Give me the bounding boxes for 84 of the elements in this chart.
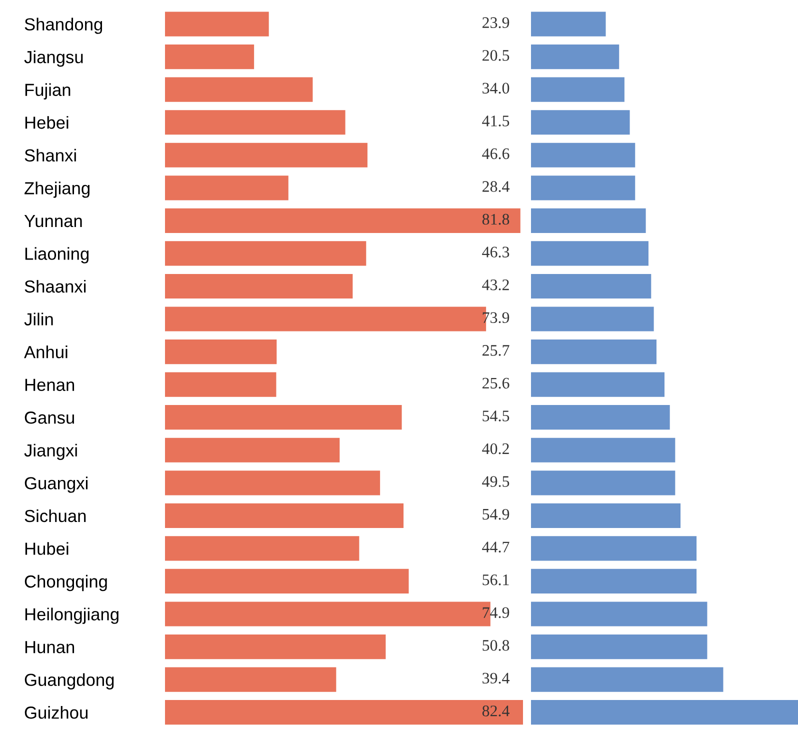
- y-tick-label: Hebei: [25, 116, 68, 129]
- y-tick-label: Fujian: [25, 83, 70, 100]
- bar: [531, 536, 697, 561]
- bar: [165, 12, 269, 36]
- data-label: 25.6: [482, 378, 510, 389]
- bar: [165, 536, 360, 561]
- y-tick-label: Shanxi: [24, 148, 76, 162]
- bar: [531, 568, 697, 594]
- data-label: 34.0: [482, 82, 510, 94]
- bar: [165, 700, 523, 725]
- bar: [165, 77, 313, 102]
- bar: [531, 12, 606, 36]
- bar: [165, 372, 276, 397]
- data-label: 20.5: [482, 50, 510, 61]
- bar: [531, 634, 708, 660]
- y-tick-label: Heilongjiang: [25, 608, 118, 624]
- data-label: 46.6: [482, 148, 510, 160]
- data-label: 54.9: [482, 508, 510, 520]
- y-tick-label: Chongqing: [24, 574, 107, 592]
- y-tick-label: Gansu: [24, 412, 74, 424]
- bar: [165, 44, 254, 70]
- data-label: 46.3: [482, 246, 510, 258]
- bar: [531, 503, 681, 528]
- bar: [531, 142, 636, 168]
- data-label: 49.5: [482, 476, 510, 487]
- bar: [165, 274, 353, 299]
- y-tick-label: Jiangxi: [24, 444, 77, 460]
- y-tick-label: Sichuan: [24, 509, 86, 522]
- data-label: 25.7: [482, 345, 510, 356]
- y-tick-label: Guangdong: [24, 673, 114, 690]
- bar: [531, 274, 652, 299]
- bar: [165, 142, 368, 168]
- data-label: 23.9: [482, 17, 510, 28]
- y-tick-label: Anhui: [24, 346, 68, 358]
- bar: [531, 700, 798, 725]
- bar: [531, 176, 636, 200]
- y-tick-label: Guizhou: [24, 706, 88, 719]
- bar: [531, 438, 676, 462]
- y-tick-label: Jiangsu: [24, 50, 83, 67]
- bar: [165, 470, 380, 496]
- bar: [165, 667, 336, 692]
- y-tick-label: Liaoning: [25, 247, 89, 264]
- y-tick-label: Yunnan: [24, 215, 82, 228]
- bar: [531, 372, 664, 397]
- bar: [165, 438, 340, 462]
- data-label: 43.2: [482, 280, 509, 290]
- bar: [531, 470, 676, 496]
- bar: [531, 110, 630, 135]
- y-tick-label: Guangxi: [24, 476, 88, 493]
- bar: [531, 340, 656, 364]
- bar: [165, 241, 366, 266]
- data-label: 28.4: [482, 181, 510, 192]
- data-label: 81.8: [482, 214, 510, 225]
- bar: [165, 110, 346, 135]
- y-tick-label: Henan: [25, 378, 74, 392]
- y-tick-label: Hunan: [25, 641, 74, 654]
- data-label: 40.2: [482, 443, 509, 454]
- bar: [165, 634, 386, 660]
- data-label: 54.5: [482, 410, 510, 422]
- bar: [531, 77, 624, 102]
- data-label: 41.5: [482, 116, 510, 126]
- bar: [165, 568, 409, 594]
- data-label: 39.4: [482, 672, 510, 684]
- bar: [531, 306, 654, 332]
- bar: [531, 602, 708, 626]
- bar: [531, 405, 670, 430]
- bar: [165, 176, 288, 200]
- bar: [531, 208, 646, 233]
- data-label: 56.1: [482, 574, 509, 586]
- bar: [165, 340, 277, 364]
- data-label: 50.8: [482, 640, 510, 651]
- y-tick-label: Zhejiang: [24, 182, 90, 198]
- bar: [531, 44, 620, 70]
- bar: [531, 667, 724, 692]
- bar: [165, 208, 520, 233]
- y-tick-label: Jilin: [24, 312, 53, 326]
- y-tick-label: Shandong: [24, 18, 102, 34]
- y-tick-label: Shaanxi: [24, 280, 86, 293]
- bar: [531, 241, 648, 266]
- bar: [165, 405, 402, 430]
- bar: [165, 503, 404, 528]
- data-label: 82.4: [482, 706, 510, 716]
- data-label: 44.7: [482, 542, 510, 553]
- y-tick-label: Hubei: [25, 542, 68, 555]
